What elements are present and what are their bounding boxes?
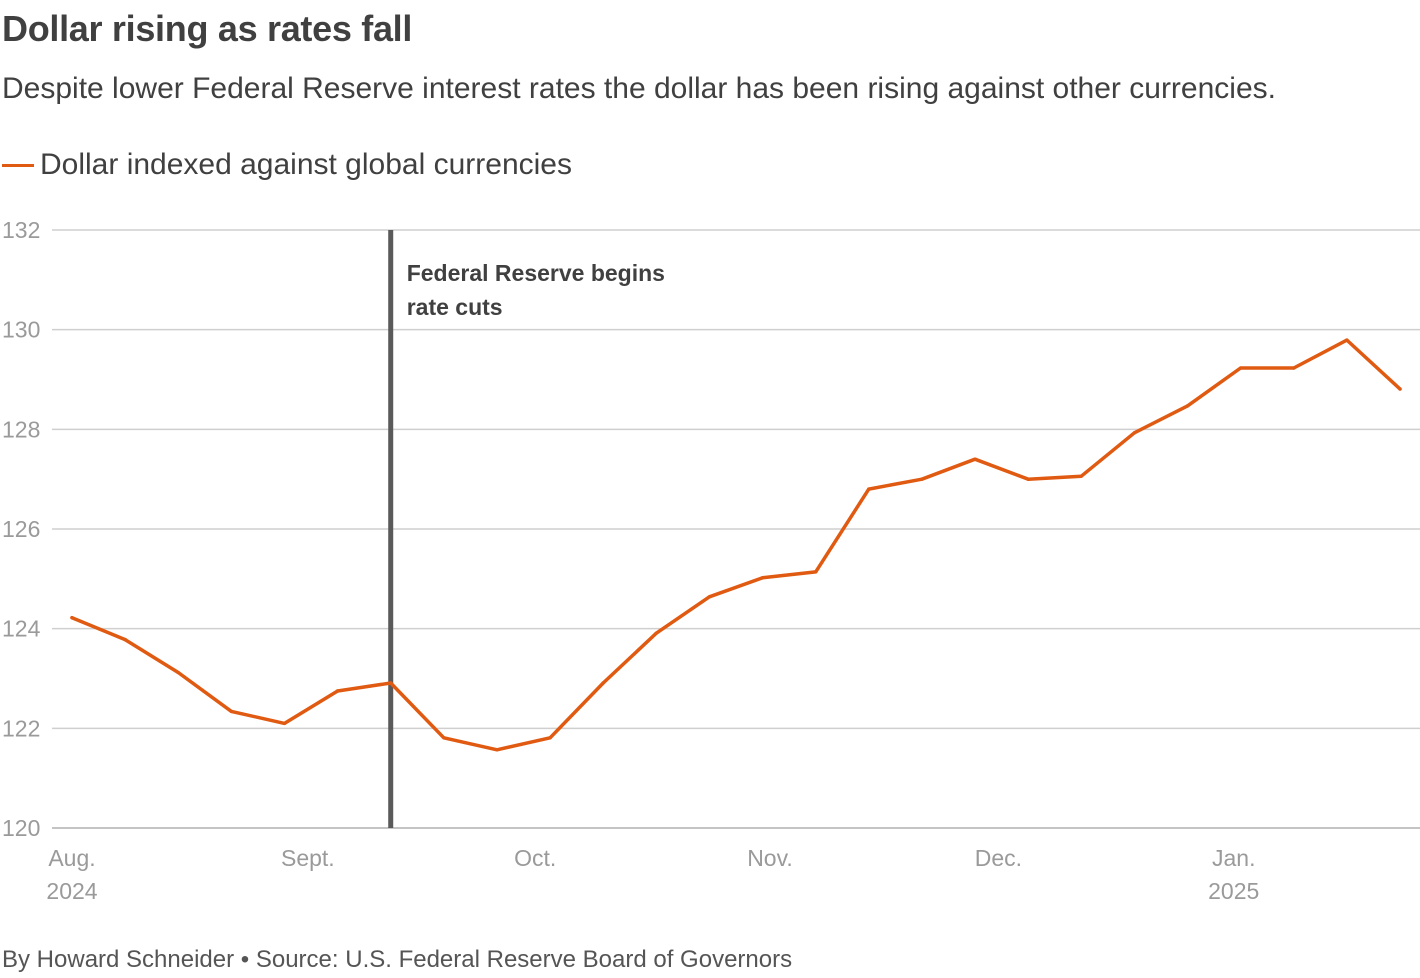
legend-swatch bbox=[2, 163, 34, 167]
x-tick-year-label: 2024 bbox=[46, 878, 97, 904]
data-point bbox=[867, 487, 871, 491]
x-tick-label: Dec. bbox=[975, 845, 1022, 871]
data-point bbox=[1026, 477, 1030, 481]
data-point bbox=[229, 709, 234, 714]
data-point bbox=[1345, 338, 1349, 342]
x-tick-label: Jan. bbox=[1212, 845, 1255, 871]
data-point bbox=[70, 616, 74, 620]
data-point bbox=[1079, 474, 1083, 478]
data-point bbox=[176, 670, 180, 675]
x-tick-year-label: 2025 bbox=[1208, 878, 1259, 904]
data-point bbox=[1238, 366, 1243, 370]
chart-subtitle: Despite lower Federal Reserve interest r… bbox=[2, 72, 1276, 105]
data-point bbox=[1398, 387, 1402, 391]
data-point bbox=[389, 681, 393, 685]
y-tick-label: 120 bbox=[2, 815, 40, 841]
series-line bbox=[70, 338, 1402, 752]
data-point bbox=[920, 477, 924, 481]
data-point bbox=[654, 631, 659, 635]
y-tick-label: 128 bbox=[2, 416, 40, 442]
data-point bbox=[335, 689, 340, 693]
data-point bbox=[1292, 366, 1296, 370]
y-tick-label: 132 bbox=[2, 217, 40, 243]
data-point bbox=[1185, 404, 1190, 408]
data-point bbox=[813, 570, 818, 574]
data-point bbox=[707, 595, 712, 599]
data-point bbox=[495, 748, 499, 752]
x-tick-label: Sept. bbox=[281, 845, 335, 871]
data-point bbox=[973, 457, 977, 461]
x-tick-label: Nov. bbox=[747, 845, 793, 871]
footer-credit: By Howard Schneider • Source: U.S. Feder… bbox=[2, 946, 793, 973]
data-point bbox=[760, 576, 765, 580]
x-tick-label: Aug. bbox=[48, 845, 95, 871]
legend-label: Dollar indexed against global currencies bbox=[40, 148, 572, 181]
data-point bbox=[548, 736, 552, 740]
annotation-text: Federal Reserve begins bbox=[407, 260, 665, 286]
chart-title: Dollar rising as rates fall bbox=[2, 8, 413, 49]
data-point bbox=[282, 721, 287, 726]
data-point bbox=[123, 637, 127, 642]
data-point bbox=[1132, 431, 1137, 435]
x-tick-label: Oct. bbox=[514, 845, 556, 871]
y-tick-label: 122 bbox=[2, 715, 40, 741]
y-tick-label: 126 bbox=[2, 516, 40, 542]
annotation-text: rate cuts bbox=[407, 294, 503, 320]
y-tick-label: 130 bbox=[2, 317, 40, 343]
y-tick-label: 124 bbox=[2, 616, 41, 642]
data-point bbox=[601, 681, 605, 685]
legend: Dollar indexed against global currencies bbox=[2, 148, 572, 182]
line-chart: 120 122 124 126 128 130 132 Aug. 2024 Sept. Oct. No… bbox=[2, 217, 1420, 904]
data-point bbox=[442, 736, 446, 740]
